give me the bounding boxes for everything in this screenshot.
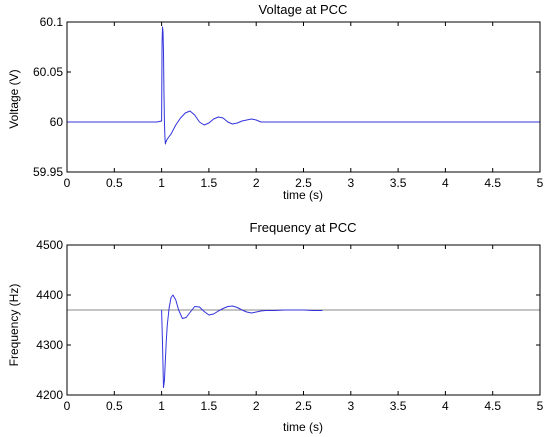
voltage-y-axis-label: Voltage (V) — [7, 69, 21, 128]
voltage-x-tick-label: 2 — [253, 176, 260, 190]
frequency-y-axis-label: Frequency (Hz) — [7, 284, 21, 367]
voltage-x-tick-label: 3 — [347, 176, 354, 190]
voltage-x-tick-label: 4 — [442, 176, 449, 190]
voltage-x-tick-label: 5 — [537, 176, 544, 190]
voltage-series-line-0 — [67, 26, 540, 145]
voltage-chart: Voltage at PCC 59.95 60 60.05 60.1 0 0.5 1 1.5… — [7, 2, 544, 202]
voltage-y-tick-label: 59.95 — [33, 165, 63, 179]
voltage-x-tick-label: 3.5 — [390, 176, 407, 190]
voltage-x-tick-label: 1.5 — [201, 176, 218, 190]
frequency-series-group — [67, 294, 540, 388]
frequency-x-tick-label: 3.5 — [390, 399, 407, 413]
voltage-x-tick-label: 1 — [158, 176, 165, 190]
frequency-chart: Frequency at PCC 4200 4300 4400 4500 0 0.5 1 1… — [7, 220, 544, 434]
frequency-x-ticks: 0 0.5 1 1.5 2 2.5 3 3.5 4 4.5 5 — [64, 245, 544, 413]
voltage-x-axis-label: time (s) — [283, 188, 323, 202]
frequency-series-line-1 — [161, 294, 323, 388]
frequency-x-tick-label: 3 — [347, 399, 354, 413]
voltage-chart-title: Voltage at PCC — [259, 2, 348, 17]
frequency-x-tick-label: 4.5 — [484, 399, 501, 413]
frequency-chart-title: Frequency at PCC — [250, 220, 357, 235]
frequency-x-tick-label: 2.5 — [295, 399, 312, 413]
voltage-x-tick-label: 4.5 — [484, 176, 501, 190]
frequency-x-tick-label: 4 — [442, 399, 449, 413]
frequency-x-axis-label: time (s) — [283, 420, 323, 434]
frequency-x-tick-label: 1 — [158, 399, 165, 413]
frequency-y-tick-label: 4500 — [36, 238, 63, 252]
voltage-x-ticks: 0 0.5 1 1.5 2 2.5 3 3.5 4 4.5 5 — [64, 22, 544, 190]
frequency-y-ticks: 4200 4300 4400 4500 — [36, 238, 540, 402]
voltage-x-tick-label: 0.5 — [106, 176, 123, 190]
voltage-x-tick-label: 2.5 — [295, 176, 312, 190]
voltage-y-tick-label: 60.1 — [40, 15, 64, 29]
frequency-y-tick-label: 4400 — [36, 288, 63, 302]
voltage-x-tick-label: 0 — [64, 176, 71, 190]
frequency-x-tick-label: 2 — [253, 399, 260, 413]
voltage-series-group — [67, 26, 540, 145]
frequency-x-tick-label: 1.5 — [201, 399, 218, 413]
voltage-plot-frame — [66, 21, 541, 173]
frequency-x-tick-label: 5 — [537, 399, 544, 413]
frequency-x-tick-label: 0.5 — [106, 399, 123, 413]
voltage-y-tick-label: 60.05 — [33, 65, 63, 79]
frequency-plot-frame — [66, 244, 541, 396]
voltage-y-tick-label: 60 — [50, 115, 64, 129]
frequency-y-tick-label: 4300 — [36, 338, 63, 352]
frequency-y-tick-label: 4200 — [36, 388, 63, 402]
frequency-x-tick-label: 0 — [64, 399, 71, 413]
voltage-y-ticks: 59.95 60 60.05 60.1 — [33, 15, 540, 179]
